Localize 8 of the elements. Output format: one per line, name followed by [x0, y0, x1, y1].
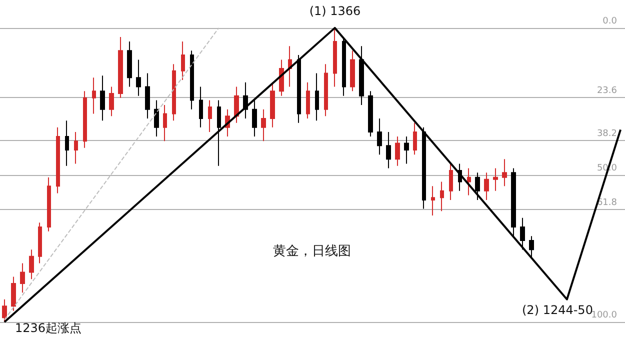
y-tick-label: 100.0 — [591, 310, 618, 321]
y-tick-label: 23.6 — [596, 86, 618, 96]
y-tick-label: 0.0 — [602, 16, 618, 26]
y-tick-label: 38.2 — [596, 128, 617, 139]
annotation: 1236起涨点 — [15, 321, 82, 335]
annotation: (2) 1244-50 — [522, 303, 593, 317]
annotation: (1) 1366 — [309, 4, 361, 18]
annotation: 黄金，日线图 — [273, 244, 351, 259]
